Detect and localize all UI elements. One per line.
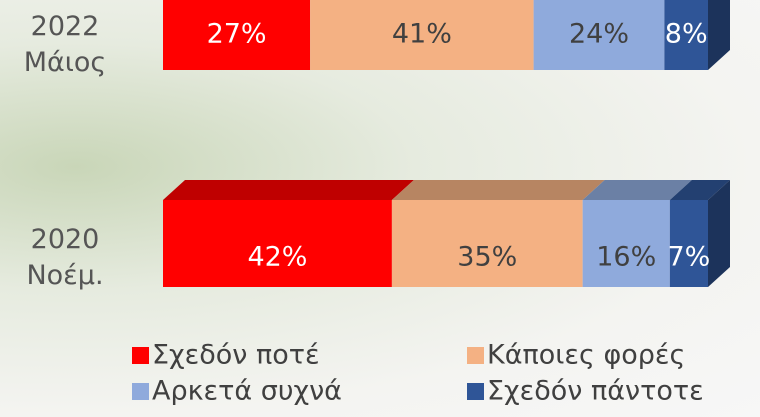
bar-top	[391, 180, 605, 200]
legend-label: Σχεδόν ποτέ	[152, 340, 320, 371]
value-label: 24%	[569, 19, 629, 50]
legend-label: Αρκετά συχνά	[152, 376, 342, 407]
bar	[669, 200, 708, 287]
legend-swatch	[467, 347, 484, 364]
value-label: 8%	[665, 19, 708, 50]
bar	[310, 0, 534, 70]
bar-top	[582, 180, 692, 200]
value-label: 41%	[392, 19, 452, 50]
bar	[163, 200, 392, 287]
bar-side	[708, 180, 730, 287]
bar-top	[669, 180, 730, 200]
category-label: 2022 Μάιος	[23, 11, 107, 78]
value-label: 16%	[596, 242, 656, 273]
bar	[163, 0, 311, 70]
legend-label: Κάποιες φορές	[487, 340, 685, 371]
value-label: 42%	[247, 242, 307, 273]
legend-label: Σχεδόν πάντοτε	[487, 376, 704, 407]
value-label: 27%	[207, 19, 267, 50]
legend-swatch	[132, 383, 149, 400]
value-label: 35%	[457, 242, 517, 273]
bar-top	[163, 180, 414, 200]
bar-side	[708, 0, 730, 70]
legend-swatch	[132, 347, 149, 364]
bar	[533, 0, 665, 70]
legend-swatch	[467, 383, 484, 400]
bar	[391, 200, 583, 287]
value-label: 7%	[668, 242, 711, 273]
bar	[664, 0, 708, 70]
category-label: 2020 Νοέμ.	[26, 224, 104, 291]
bar	[582, 200, 670, 287]
